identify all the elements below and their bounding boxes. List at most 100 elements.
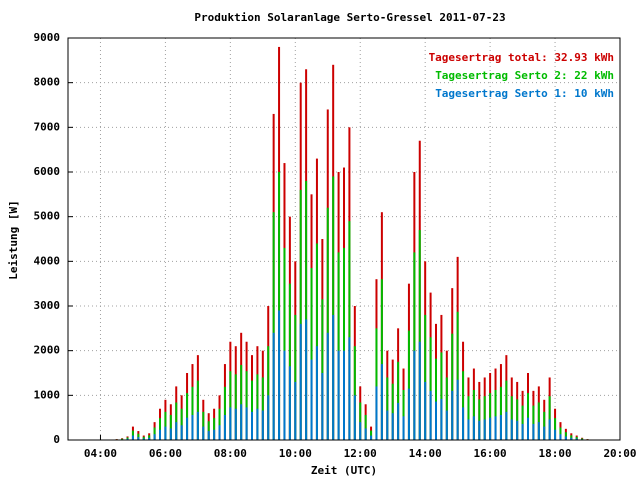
bar [153, 434, 156, 440]
bar [240, 364, 243, 440]
bar [499, 414, 502, 440]
bar [121, 438, 124, 440]
bar [180, 425, 183, 440]
x-tick-label: 20:00 [603, 447, 636, 460]
bar [288, 283, 291, 440]
bar [218, 425, 221, 440]
bar [483, 419, 486, 440]
bar [283, 247, 286, 440]
bar [489, 417, 492, 440]
bar [451, 390, 454, 440]
bar [429, 390, 432, 440]
bar [348, 337, 351, 440]
bar [245, 407, 248, 440]
bar [153, 427, 156, 440]
bar [310, 359, 313, 440]
bar [370, 430, 373, 440]
bar [559, 427, 562, 440]
bar [196, 380, 199, 440]
bar [213, 418, 216, 440]
bar [407, 330, 410, 440]
bar [575, 438, 578, 440]
bar [299, 189, 302, 440]
bar [380, 279, 383, 440]
bar [137, 433, 140, 440]
bar [413, 252, 416, 440]
bar [321, 299, 324, 440]
legend-entry: Tagesertrag Serto 2: 22 kWh [435, 69, 614, 82]
legend-entry: Tagesertrag Serto 1: 10 kWh [435, 87, 614, 100]
bar [570, 435, 573, 440]
bar [532, 423, 535, 440]
bar [175, 422, 178, 440]
bar [435, 401, 437, 440]
bar [397, 402, 400, 440]
bar [213, 429, 216, 440]
bar [148, 437, 151, 440]
x-tick-label: 18:00 [538, 447, 571, 460]
bar [505, 411, 508, 440]
bar [510, 419, 513, 440]
bar [218, 408, 221, 440]
bar [521, 423, 524, 440]
bar [180, 408, 183, 440]
bar [294, 381, 297, 440]
bar [164, 411, 167, 440]
y-tick-label: 6000 [34, 165, 61, 178]
bar [305, 319, 308, 440]
bar [256, 374, 259, 440]
bar [564, 432, 567, 440]
bar [391, 383, 394, 440]
bar [564, 436, 567, 440]
bar [445, 377, 448, 440]
bar [337, 252, 340, 440]
bar [359, 402, 362, 440]
bar [440, 352, 443, 440]
bar [510, 396, 513, 440]
x-axis-label: Zeit (UTC) [311, 464, 377, 477]
bar [131, 435, 134, 440]
bar [126, 438, 129, 440]
bar [527, 417, 529, 440]
legend-entry: Tagesertrag total: 32.93 kWh [429, 51, 614, 64]
bar [142, 436, 145, 440]
bar [440, 398, 443, 440]
bar [462, 407, 465, 440]
bar [229, 407, 232, 440]
bar [223, 386, 226, 440]
bar [202, 411, 205, 440]
bar [332, 314, 335, 440]
bar [245, 371, 248, 440]
bar [370, 435, 373, 440]
bar [483, 396, 486, 440]
bar [272, 212, 275, 440]
bar [570, 437, 573, 440]
bar [402, 416, 405, 440]
y-tick-label: 7000 [34, 120, 61, 133]
bar [435, 358, 437, 440]
bar [315, 346, 318, 440]
bar [299, 323, 302, 440]
bar [353, 395, 356, 440]
bar [337, 350, 340, 440]
bar [191, 414, 194, 440]
bar [169, 428, 172, 440]
bar [305, 180, 308, 440]
bar [207, 431, 210, 440]
bar [445, 410, 448, 440]
bar [186, 417, 189, 440]
y-tick-label: 3000 [34, 299, 61, 312]
bar [467, 419, 470, 440]
bar [532, 405, 535, 440]
x-tick-label: 10:00 [279, 447, 312, 460]
bar [548, 396, 551, 440]
bar [462, 371, 465, 440]
bar [451, 333, 454, 440]
bar [191, 386, 194, 440]
bar [386, 410, 389, 440]
bar [234, 374, 237, 440]
bar [494, 389, 497, 440]
bar [375, 328, 378, 440]
bar [424, 314, 427, 440]
y-axis-label: Leistung [W] [7, 200, 20, 279]
